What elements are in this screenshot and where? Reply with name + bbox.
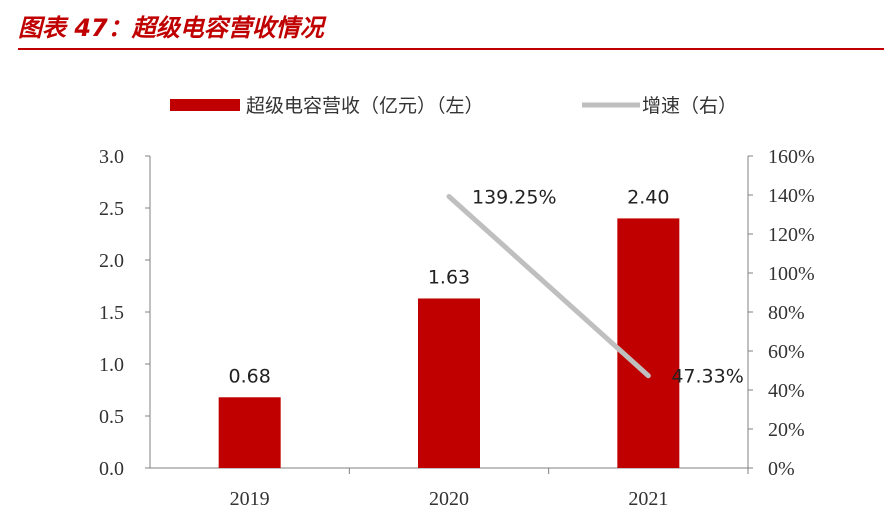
y-right-tick-label: 100% [768,263,815,285]
y-right-tick-label: 60% [768,341,805,363]
y-left-tick-label: 0.0 [99,458,124,480]
bars [218,218,680,468]
y-right-tick-label: 20% [768,419,805,441]
y-right-tick-label: 160% [768,146,815,168]
y-left-tick-label: 2.5 [99,198,124,220]
growth-line [446,193,651,379]
figure-title: 图表 47：超级电容营收情况 [18,14,324,42]
title-rule [18,48,884,50]
data-labels: 0.68 1.63 2.40 139.25% 47.33% [229,186,744,387]
axes: 0.0 0.5 1.0 1.5 2.0 2.5 3.0 0% 20% 40% 60% 80% 100% 1… [99,146,815,510]
y-left-tick-label: 1.5 [99,302,124,324]
legend-label-bar: 超级电容营收（亿元）（左） [246,95,484,117]
bar-value-label: 0.68 [229,365,271,387]
y-left-tick-label: 2.0 [99,250,124,272]
y-right-tick-label: 0% [768,458,795,480]
x-tick-label: 2021 [628,488,668,510]
y-right-tick-label: 140% [768,185,815,207]
bar-value-label: 2.40 [627,186,669,208]
y-left-tick-label: 1.0 [99,354,124,376]
legend: 超级电容营收（亿元）（左） 增速（右） [170,95,737,117]
bar [418,298,480,468]
bar-value-label: 1.63 [428,266,470,288]
legend-swatch-bar [170,99,240,111]
y-right-tick-label: 40% [768,380,805,402]
y-left-tick-label: 3.0 [99,146,124,168]
y-left-tick-label: 0.5 [99,406,124,428]
growth-value-label: 47.33% [671,366,743,388]
growth-line-group [446,193,651,379]
x-tick-label: 2019 [230,488,270,510]
x-tick-label: 2020 [429,488,469,510]
y-right-tick-label: 80% [768,302,805,324]
bar [218,397,281,468]
bar [617,218,680,468]
legend-label-line: 增速（右） [642,95,737,117]
y-right-tick-label: 120% [768,224,815,246]
growth-value-label: 139.25% [472,186,557,208]
